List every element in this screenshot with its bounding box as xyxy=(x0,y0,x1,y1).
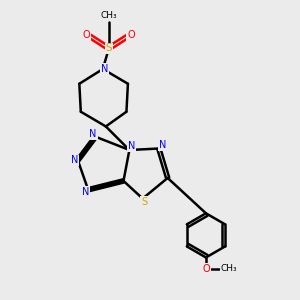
Text: N: N xyxy=(70,155,78,165)
Text: O: O xyxy=(83,30,91,40)
Text: N: N xyxy=(128,142,135,152)
Text: S: S xyxy=(106,44,112,53)
Text: N: N xyxy=(82,187,89,197)
Text: O: O xyxy=(127,30,135,40)
Text: CH₃: CH₃ xyxy=(100,11,117,20)
Text: CH₃: CH₃ xyxy=(221,264,237,273)
Text: S: S xyxy=(141,197,147,207)
Text: N: N xyxy=(159,140,166,150)
Text: O: O xyxy=(202,264,210,274)
Text: N: N xyxy=(101,64,108,74)
Text: N: N xyxy=(89,129,97,140)
